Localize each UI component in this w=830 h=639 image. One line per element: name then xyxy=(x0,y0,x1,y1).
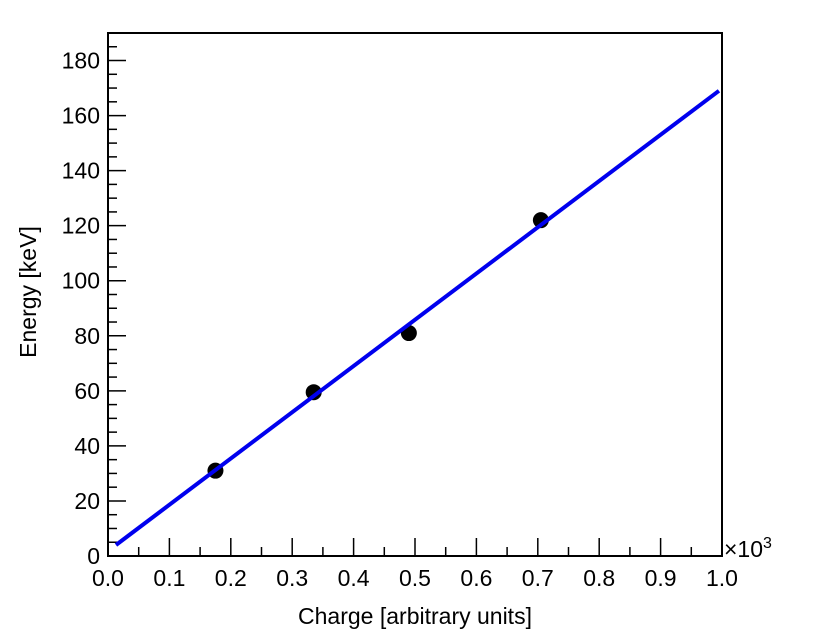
y-tick-label: 80 xyxy=(74,323,100,349)
y-axis-title: Energy [keV] xyxy=(15,226,41,358)
x-tick-label: 1.0 xyxy=(706,565,738,591)
y-tick-label: 40 xyxy=(74,433,100,459)
data-point xyxy=(305,384,322,401)
y-tick-label: 60 xyxy=(74,378,100,404)
x-tick-label: 0.0 xyxy=(92,565,124,591)
x-multiplier: ×103 xyxy=(724,535,772,562)
plot-frame xyxy=(107,32,723,557)
x-multiplier-power: 3 xyxy=(763,535,772,552)
x-tick-label: 0.7 xyxy=(522,565,554,591)
x-tick-label: 0.9 xyxy=(645,565,677,591)
x-tick-label: 0.2 xyxy=(215,565,247,591)
x-tick-label: 0.1 xyxy=(153,565,185,591)
y-tick-label: 120 xyxy=(62,213,100,239)
x-axis-title: Charge [arbitrary units] xyxy=(298,603,532,629)
y-tick-label: 140 xyxy=(62,158,100,184)
y-tick-label: 160 xyxy=(62,103,100,129)
y-tick-label: 180 xyxy=(62,48,100,74)
x-tick-label: 0.4 xyxy=(338,565,370,591)
x-tick-label: 0.3 xyxy=(276,565,308,591)
x-tick-label: 0.6 xyxy=(460,565,492,591)
y-tick-label: 20 xyxy=(74,488,100,514)
y-tick-label: 0 xyxy=(87,543,100,569)
x-tick-label: 0.5 xyxy=(399,565,431,591)
y-tick-label: 100 xyxy=(62,268,100,294)
x-multiplier-base: ×10 xyxy=(724,536,763,562)
x-tick-label: 0.8 xyxy=(583,565,615,591)
fit-line xyxy=(114,89,721,547)
